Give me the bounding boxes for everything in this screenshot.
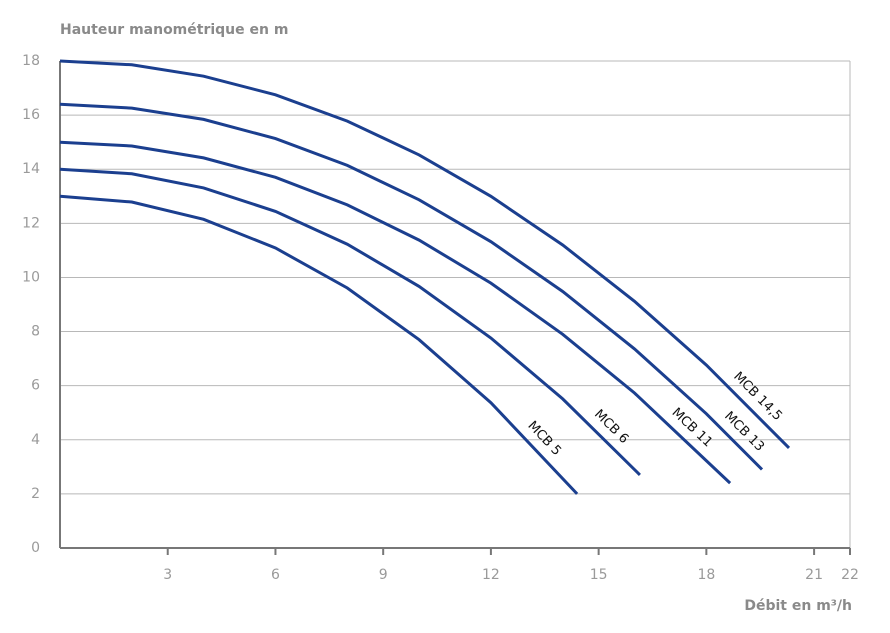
series-label: MCB 5	[524, 418, 563, 459]
series-label: MCB 13	[721, 409, 767, 455]
line-series	[59, 194, 579, 495]
y-tick-label: 12	[22, 215, 40, 231]
y-tick-label: 6	[31, 378, 40, 394]
y-tick-label: 14	[22, 161, 40, 177]
line-series	[59, 59, 791, 449]
series-label: MCB 6	[591, 407, 631, 447]
series-label: MCB 11	[669, 405, 716, 450]
x-tick-label: 15	[590, 567, 608, 583]
y-tick-label: 18	[22, 53, 40, 69]
y-tick-label: 0	[31, 540, 40, 556]
line-series	[59, 102, 764, 471]
y-tick-label: 8	[31, 324, 40, 340]
x-tick-label: 21	[805, 567, 823, 583]
x-tick-label: 6	[271, 567, 280, 583]
y-tick-label: 16	[22, 107, 40, 123]
x-tick-label: 3	[163, 567, 172, 583]
x-tick-label: 9	[379, 567, 388, 583]
y-tick-label: 10	[22, 269, 40, 285]
x-axis-title: Débit en m³/h	[744, 598, 852, 614]
x-tick-label: 12	[482, 567, 500, 583]
y-tick-label: 4	[31, 432, 40, 448]
y-axis-title: Hauteur manométrique en m	[60, 22, 288, 38]
line-series	[59, 167, 641, 476]
x-tick-label: 18	[697, 567, 715, 583]
y-tick-label: 2	[31, 486, 40, 502]
line-series	[59, 140, 732, 485]
x-tick-label: 22	[841, 567, 859, 583]
